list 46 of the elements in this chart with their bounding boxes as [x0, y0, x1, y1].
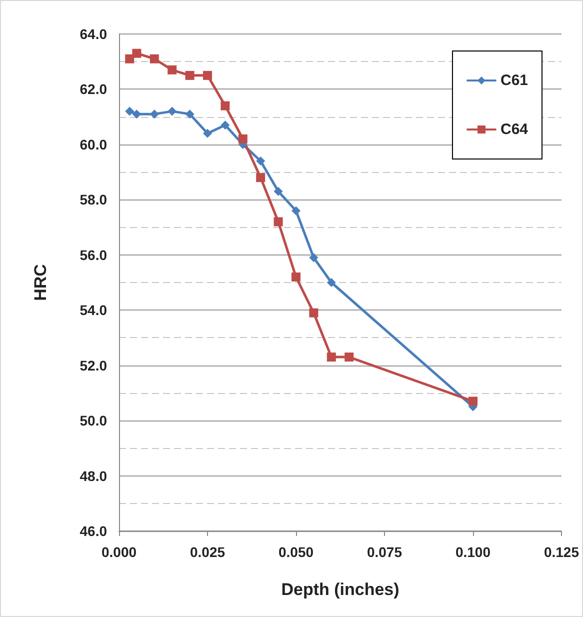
point — [168, 65, 177, 74]
y-tick-label: 64.0 — [80, 26, 108, 42]
point — [291, 206, 300, 216]
point — [125, 106, 134, 116]
point — [220, 101, 230, 110]
point — [150, 54, 159, 64]
x-tick-label: 0.000 — [101, 544, 137, 560]
point — [185, 70, 194, 80]
y-tick-label: 50.0 — [80, 412, 108, 429]
x-tick-label: 0.025 — [190, 544, 226, 560]
point — [326, 352, 336, 362]
y-tick-label: 54.0 — [80, 302, 108, 318]
y-tick-label: 52.0 — [80, 357, 108, 374]
point — [132, 110, 142, 119]
point — [309, 308, 318, 318]
point — [202, 128, 212, 138]
point — [256, 173, 266, 182]
y-tick-label: 62.0 — [80, 81, 108, 98]
x-tick-label: 0.075 — [366, 544, 402, 560]
point — [168, 106, 177, 116]
x-tick-label: 0.125 — [544, 544, 580, 560]
point — [468, 396, 478, 406]
legend-label: C61 — [500, 72, 528, 89]
point — [132, 48, 142, 58]
x-axis-title: Depth (inches) — [281, 580, 400, 599]
point — [202, 70, 212, 80]
legend-label: C64 — [500, 121, 529, 138]
y-axis-title: HRC — [31, 264, 50, 301]
x-tick-label: 0.100 — [455, 544, 491, 560]
point — [274, 186, 283, 196]
point — [185, 110, 194, 119]
y-tick-label: 48.0 — [80, 468, 108, 484]
y-tick-label: 60.0 — [80, 136, 108, 152]
y-tick-label: 56.0 — [80, 246, 108, 263]
point — [309, 253, 318, 262]
x-tick-label: 0.050 — [278, 544, 314, 560]
point — [125, 54, 134, 64]
point — [291, 272, 300, 282]
point — [220, 120, 230, 130]
point — [344, 352, 354, 362]
point — [238, 134, 248, 144]
y-tick-label: 46.0 — [80, 523, 108, 539]
point — [274, 217, 283, 226]
point — [326, 278, 336, 287]
y-tick-label: 58.0 — [80, 192, 108, 208]
point — [256, 156, 266, 166]
